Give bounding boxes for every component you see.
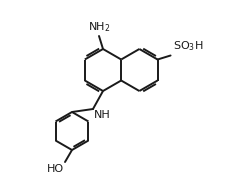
Text: NH$_2$: NH$_2$ bbox=[87, 20, 110, 34]
Text: NH: NH bbox=[94, 110, 110, 120]
Text: HO: HO bbox=[47, 164, 64, 174]
Text: SO$_3$H: SO$_3$H bbox=[172, 40, 202, 54]
